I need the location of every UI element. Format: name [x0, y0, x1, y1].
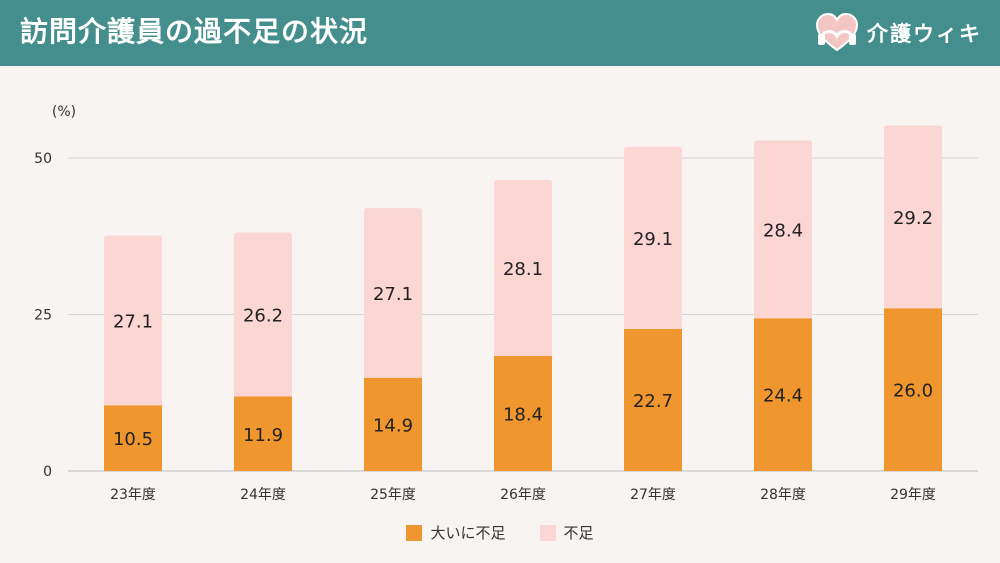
legend-label: 大いに不足 — [430, 524, 506, 542]
bar-segment-severe — [754, 318, 812, 471]
bar-segment-severe — [364, 377, 422, 471]
bar-segment-severe — [234, 396, 292, 471]
data-label: 27.1 — [113, 311, 153, 332]
y-tick-label: 25 — [34, 308, 52, 324]
data-label: 26.2 — [243, 306, 283, 327]
y-tick-label: 0 — [43, 464, 52, 480]
chart-legend: 大いに不足 不足 — [0, 522, 1000, 543]
data-label: 29.2 — [893, 208, 933, 229]
data-label: 27.1 — [373, 284, 413, 305]
data-label: 28.1 — [503, 259, 543, 280]
y-unit-label: (%) — [52, 104, 76, 120]
bar-segment-shortage — [624, 146, 682, 329]
data-label: 18.4 — [503, 404, 543, 425]
bar-segment-shortage — [884, 125, 942, 309]
stacked-bar-chart: (%) 0 25 50 10.5 27.1 23年度 11.9 26.2 24年度 14.9 27… — [34, 104, 978, 503]
brand-logo[interactable]: 介護ウィキ — [815, 12, 982, 54]
heart-hands-icon — [815, 13, 859, 52]
x-tick-label: 24年度 — [240, 487, 286, 503]
bar-segment-shortage — [104, 235, 162, 406]
brand-name: 介護ウィキ — [867, 22, 982, 46]
x-tick-label: 23年度 — [110, 487, 156, 503]
bar-segment-shortage — [234, 232, 292, 397]
legend-label: 不足 — [563, 524, 594, 542]
data-label: 24.4 — [763, 386, 803, 407]
bar-segment-severe — [624, 328, 682, 471]
data-label: 28.4 — [763, 220, 803, 241]
x-tick-label: 27年度 — [630, 487, 676, 503]
data-label: 29.1 — [633, 229, 673, 250]
page-title: 訪問介護員の過不足の状況 — [20, 15, 369, 48]
x-tick-label: 29年度 — [890, 487, 936, 503]
bar-segment-severe — [884, 308, 942, 471]
data-label: 11.9 — [243, 425, 283, 446]
bar-segment-severe — [104, 405, 162, 471]
data-label: 26.0 — [893, 381, 933, 402]
x-tick-label: 28年度 — [760, 487, 806, 503]
data-label: 14.9 — [373, 415, 413, 436]
x-tick-label: 25年度 — [370, 487, 416, 503]
y-tick-label: 50 — [34, 151, 52, 167]
x-tick-label: 26年度 — [500, 487, 546, 503]
bar-segment-shortage — [364, 208, 422, 378]
data-label: 10.5 — [113, 429, 153, 450]
legend-swatch — [406, 524, 423, 541]
bar-segment-shortage — [754, 140, 812, 319]
legend-swatch — [539, 524, 556, 541]
bar-segment-shortage — [494, 179, 552, 356]
header-bar: 訪問介護員の過不足の状況 介護ウィキ — [0, 0, 1000, 66]
legend-item: 不足 — [539, 522, 594, 543]
legend-item: 大いに不足 — [406, 522, 506, 543]
bar-segment-severe — [494, 355, 552, 471]
data-label: 22.7 — [633, 391, 673, 412]
